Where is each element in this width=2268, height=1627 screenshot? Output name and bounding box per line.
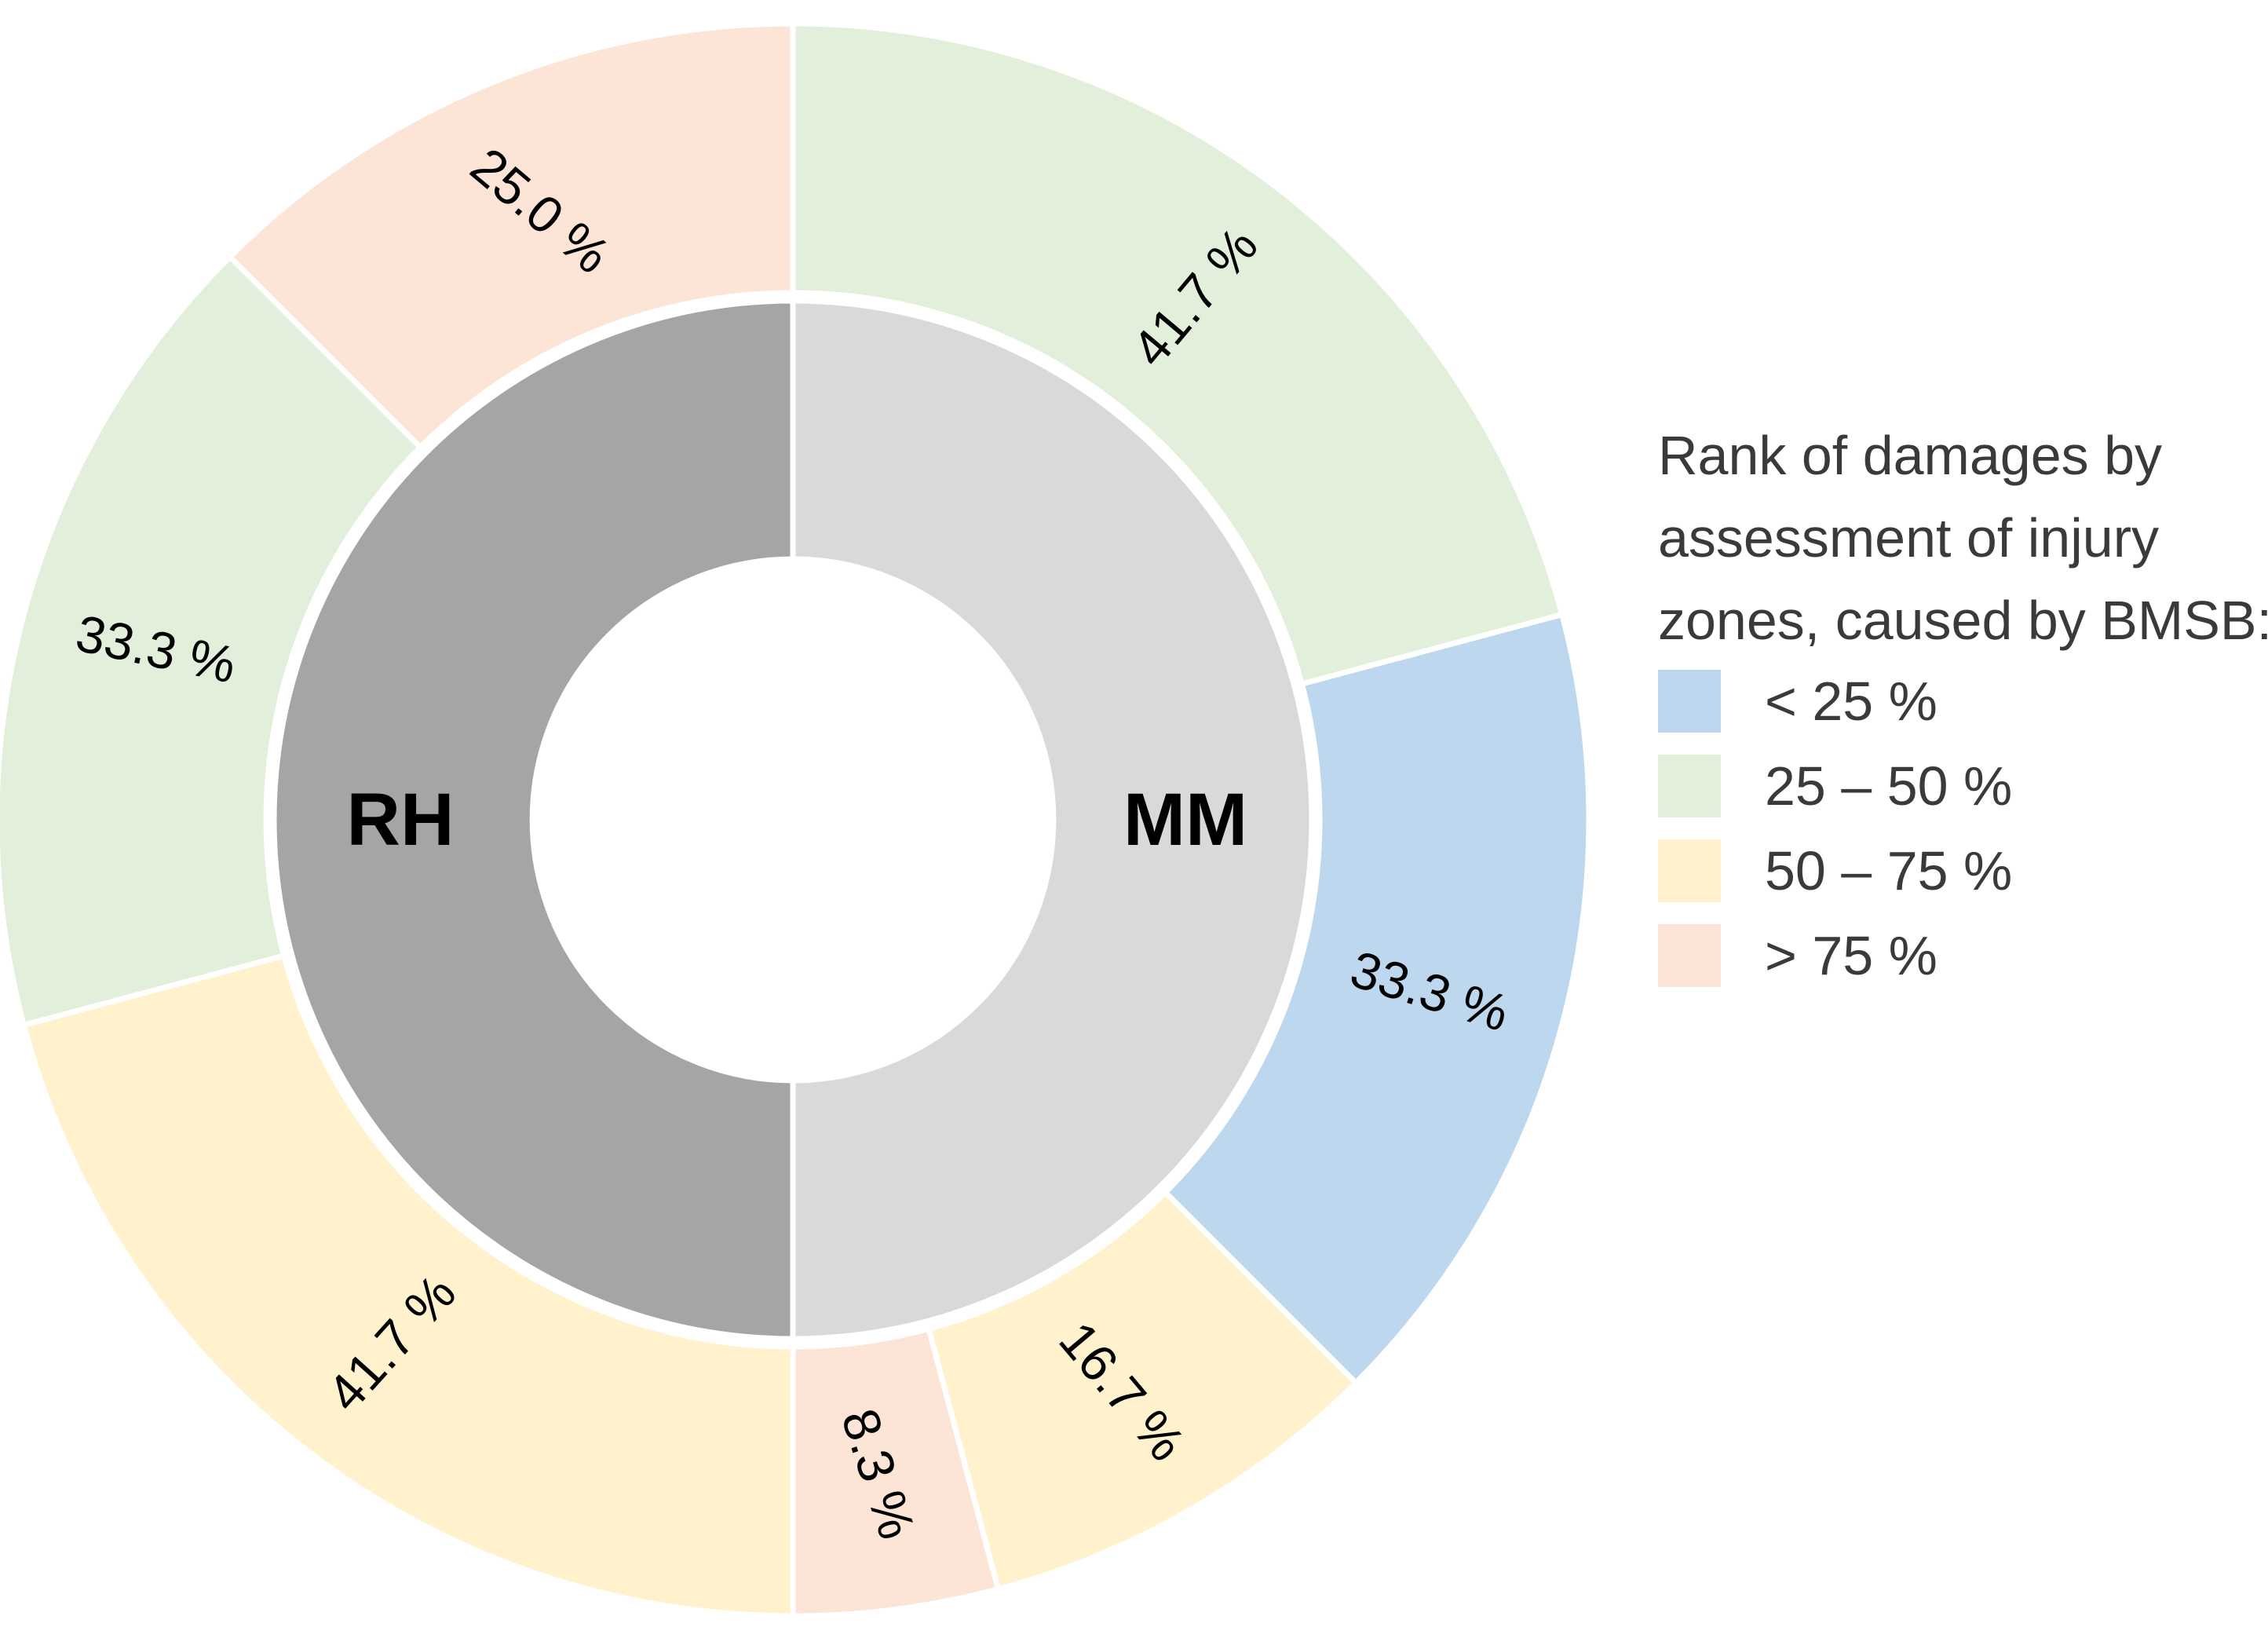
legend-swatch-lt25: [1658, 670, 1721, 733]
legend-item-label: 25 – 50 %: [1765, 755, 2013, 817]
legend-item-label: < 25 %: [1765, 671, 1937, 732]
legend-swatch-25-50: [1658, 755, 1721, 817]
donut-segment-rh-5: [0, 254, 424, 1028]
legend-swatch-50-75: [1658, 839, 1721, 902]
legend-swatch-gt75: [1658, 924, 1721, 987]
inner-ring-mm: [790, 298, 1315, 1342]
legend-item-label: 50 – 75 %: [1765, 840, 2013, 901]
legend-item: 25 – 50 %: [1658, 755, 2268, 817]
donut-segment-mm-0: [790, 20, 1565, 687]
legend-item: 50 – 75 %: [1658, 839, 2268, 902]
donut-segment-mm-1: [1162, 612, 1592, 1386]
legend-item-label: > 75 %: [1765, 925, 1937, 986]
ring-name-rh: RH: [346, 778, 454, 861]
legend-item: > 75 %: [1658, 924, 2268, 987]
inner-ring-rh: [271, 298, 796, 1342]
ring-name-mm: MM: [1123, 778, 1247, 861]
donut-segment-rh-4: [20, 952, 796, 1619]
donut-segment-rh-6: [227, 20, 796, 451]
legend: Rank of damages by assessment of injury …: [1658, 415, 2268, 987]
legend-items: < 25 % 25 – 50 % 50 – 75 % > 75 %: [1658, 670, 2268, 987]
legend-item: < 25 %: [1658, 670, 2268, 733]
legend-title: Rank of damages by assessment of injury …: [1658, 425, 2268, 651]
